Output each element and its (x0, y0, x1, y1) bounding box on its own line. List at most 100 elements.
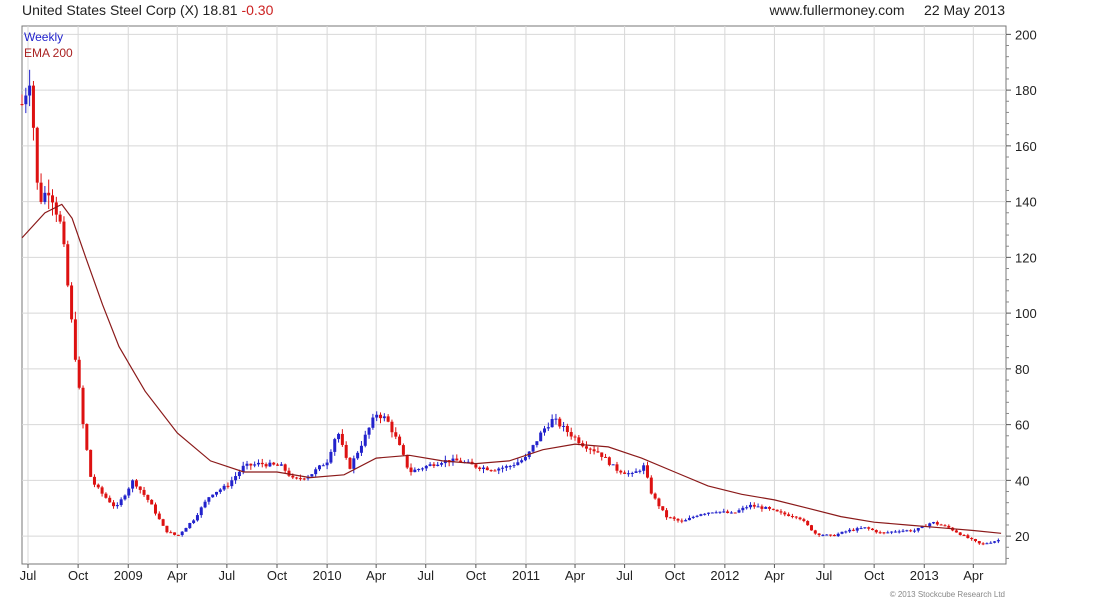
y-tick-label: 200 (1015, 27, 1037, 42)
price-bar-body (497, 468, 501, 471)
price-bar-body (272, 462, 276, 465)
price-bar-body (684, 520, 688, 522)
price-bar-body (787, 514, 791, 517)
price-bar-body (428, 464, 432, 466)
price-bar-body (756, 506, 760, 508)
x-tick-label: Jul (417, 568, 434, 583)
price-bar-body (138, 486, 142, 490)
price-bar-body (268, 462, 272, 467)
price-bar-body (996, 540, 1000, 542)
x-tick-label: 2013 (910, 568, 939, 583)
price-bar-body (653, 493, 657, 499)
price-bar-body (523, 457, 527, 461)
price-bar-body (161, 519, 165, 526)
y-tick-label: 100 (1015, 306, 1037, 321)
price-bar-body (707, 512, 711, 514)
price-bar-body (859, 528, 863, 530)
price-bar-body (546, 427, 550, 429)
price-bar-body (569, 432, 573, 437)
price-bar-body (779, 511, 783, 513)
price-bar-body (295, 477, 299, 479)
price-bar-body (649, 477, 653, 494)
price-bar-body (912, 530, 916, 532)
site-link[interactable]: www.fullermoney.com (769, 2, 905, 18)
price-bar-body (371, 417, 375, 428)
x-tick-label: 2012 (710, 568, 739, 583)
price-bar-body (947, 525, 951, 528)
price-bar-body (760, 506, 764, 509)
price-bar-body (535, 441, 539, 446)
price-bar-body (466, 461, 470, 463)
price-bar-body (283, 464, 287, 471)
price-bar-body (279, 464, 283, 466)
price-bar-body (821, 534, 825, 536)
price-bar-body (977, 541, 981, 544)
price-bar-body (890, 531, 894, 533)
price-bar-body (638, 470, 642, 472)
price-bar-body (218, 489, 222, 492)
price-bar-body (119, 499, 123, 506)
price-bar-body (390, 421, 394, 433)
price-bar-body (249, 463, 253, 466)
price-bar-body (565, 425, 569, 433)
price-bar-body (405, 454, 409, 468)
price-bar-body (748, 504, 752, 508)
price-bar-body (661, 506, 665, 511)
price-bar-body (127, 488, 131, 496)
price-bar-body (981, 543, 985, 545)
price-bar-body (104, 493, 108, 498)
price-bar-body (73, 319, 77, 360)
price-bar-body (939, 524, 943, 526)
price-bar-body (211, 494, 215, 498)
price-bar-body (562, 425, 566, 427)
chart-date: 22 May 2013 (924, 2, 1005, 18)
price-bar-body (459, 460, 463, 463)
price-bar-body (203, 501, 207, 508)
price-bar-body (451, 458, 455, 463)
price-bar-body (329, 451, 333, 463)
price-bar-body (66, 244, 70, 286)
price-bar-body (672, 517, 676, 519)
price-bar-body (485, 467, 489, 471)
price-bar-body (276, 464, 280, 466)
price-bar-body (516, 462, 520, 466)
x-tick-label: Jul (219, 568, 236, 583)
y-tick-label: 140 (1015, 195, 1037, 210)
price-bar-body (35, 127, 39, 183)
price-bar-body (893, 531, 897, 533)
price-bar-body (596, 451, 600, 453)
price-bar-body (790, 516, 794, 518)
price-bar-body (215, 491, 219, 495)
price-bar-body (382, 416, 386, 419)
x-tick-label: Apr (963, 568, 984, 583)
price-bar-body (51, 195, 55, 203)
price-bar-body (436, 464, 440, 466)
price-bar-body (626, 473, 630, 475)
chart-grid (21, 25, 1007, 565)
price-bar-body (752, 504, 756, 507)
price-bar-body (92, 476, 96, 485)
price-bar-body (230, 480, 234, 487)
price-bar-body (157, 513, 161, 520)
price-bar-body (344, 444, 348, 458)
price-bar-body (836, 533, 840, 537)
legend-weekly: Weekly (24, 30, 64, 44)
price-bar-body (169, 532, 173, 534)
y-tick-label: 60 (1015, 418, 1029, 433)
price-bar-body (108, 497, 112, 503)
price-bar-body (520, 460, 524, 463)
price-bar-body (180, 531, 184, 536)
price-bar-body (100, 487, 104, 494)
price-bar-body (615, 464, 619, 471)
price-bar-body (291, 475, 295, 478)
price-bar-body (554, 418, 558, 420)
price-bar-body (77, 359, 81, 388)
price-bar-body (794, 516, 798, 518)
price-bar-body (96, 484, 100, 488)
x-tick-label: Jul (616, 568, 633, 583)
price-bar-body (985, 543, 989, 545)
price-bar-body (932, 522, 936, 524)
y-tick-label: 160 (1015, 139, 1037, 154)
price-bar-body (871, 528, 875, 531)
price-bar-body (550, 419, 554, 428)
